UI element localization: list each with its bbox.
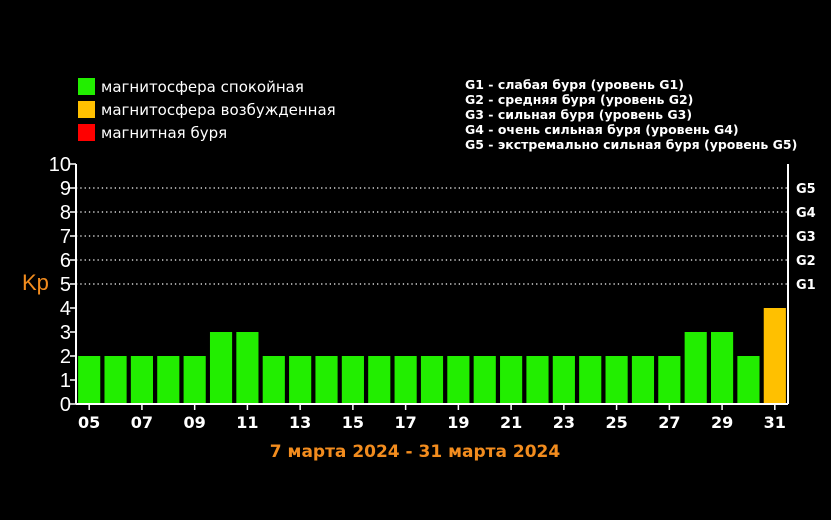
x-tick-label: 07 — [131, 413, 153, 432]
bar — [684, 332, 707, 404]
bar — [104, 356, 127, 404]
bar — [552, 356, 575, 404]
bar — [341, 356, 364, 404]
g-level-tick: G4 — [796, 206, 816, 221]
x-tick-label: 11 — [236, 413, 258, 432]
y-tick-label: 2 — [60, 346, 71, 368]
bar — [420, 356, 444, 404]
x-tick-label: 21 — [500, 413, 522, 432]
y-tick-label: 3 — [60, 322, 71, 344]
bar — [289, 356, 312, 404]
bar — [579, 356, 602, 404]
bar — [315, 356, 338, 404]
legend: магнитосфера спокойная магнитосфера возбу… — [78, 78, 336, 142]
bar — [473, 356, 496, 404]
storm-level-entry: G3 - сильная буря (уровень G3) — [465, 107, 692, 122]
bar — [262, 356, 285, 404]
y-tick-label: 10 — [49, 154, 71, 176]
y-tick-label: 0 — [60, 394, 71, 416]
x-tick-label: 23 — [553, 413, 575, 432]
g-level-tick: G5 — [796, 182, 816, 197]
g-level-tick: G1 — [796, 278, 816, 293]
date-range-subtitle: 7 марта 2024 - 31 марта 2024 — [270, 442, 561, 462]
bar — [368, 356, 391, 404]
bar — [183, 356, 206, 404]
x-tick-label: 13 — [289, 413, 311, 432]
bar — [737, 356, 760, 404]
y-axis-label: Kp — [22, 270, 49, 295]
legend-label: магнитосфера возбужденная — [101, 101, 336, 119]
x-tick-label: 17 — [394, 413, 416, 432]
x-tick-label: 31 — [764, 413, 786, 432]
storm-level-entry: G2 - средняя буря (уровень G2) — [465, 92, 693, 107]
y-tick-label: 8 — [60, 202, 71, 224]
legend-swatch — [78, 124, 95, 141]
bar — [763, 308, 786, 404]
storm-level-entry: G5 - экстремально сильная буря (уровень … — [465, 137, 797, 152]
x-tick-label: 25 — [605, 413, 627, 432]
y-tick-label: 4 — [60, 298, 71, 320]
x-tick-label: 27 — [658, 413, 680, 432]
y-tick-label: 6 — [60, 250, 71, 272]
y-tick-label: 5 — [60, 274, 71, 296]
bar — [658, 356, 681, 404]
bar — [157, 356, 180, 404]
bar — [130, 356, 154, 404]
x-tick-label: 19 — [447, 413, 469, 432]
x-tick-label: 05 — [78, 413, 100, 432]
bar — [500, 356, 523, 404]
y-tick-label: 7 — [60, 226, 71, 248]
x-tick-label: 15 — [342, 413, 364, 432]
legend-swatch — [78, 101, 95, 118]
bar — [631, 356, 655, 404]
bar — [78, 356, 101, 404]
g-level-tick: G3 — [796, 230, 816, 245]
bar — [710, 332, 734, 404]
storm-level-entry: G1 - слабая буря (уровень G1) — [465, 77, 684, 92]
bar — [605, 356, 628, 404]
y-tick-label: 9 — [60, 178, 71, 200]
bar — [236, 332, 259, 404]
bar — [447, 356, 470, 404]
storm-level-entry: G4 - очень сильная буря (уровень G4) — [465, 122, 739, 137]
legend-label: магнитосфера спокойная — [101, 78, 304, 96]
bar — [526, 356, 549, 404]
y-tick-label: 1 — [60, 370, 71, 392]
x-tick-label: 09 — [184, 413, 206, 432]
bar — [209, 332, 233, 404]
g-level-tick: G2 — [796, 254, 816, 269]
bar — [394, 356, 417, 404]
legend-swatch — [78, 78, 95, 95]
x-tick-label: 29 — [711, 413, 733, 432]
storm-level-legend: G1 - слабая буря (уровень G1)G2 - средня… — [465, 77, 797, 152]
legend-label: магнитная буря — [101, 124, 227, 142]
